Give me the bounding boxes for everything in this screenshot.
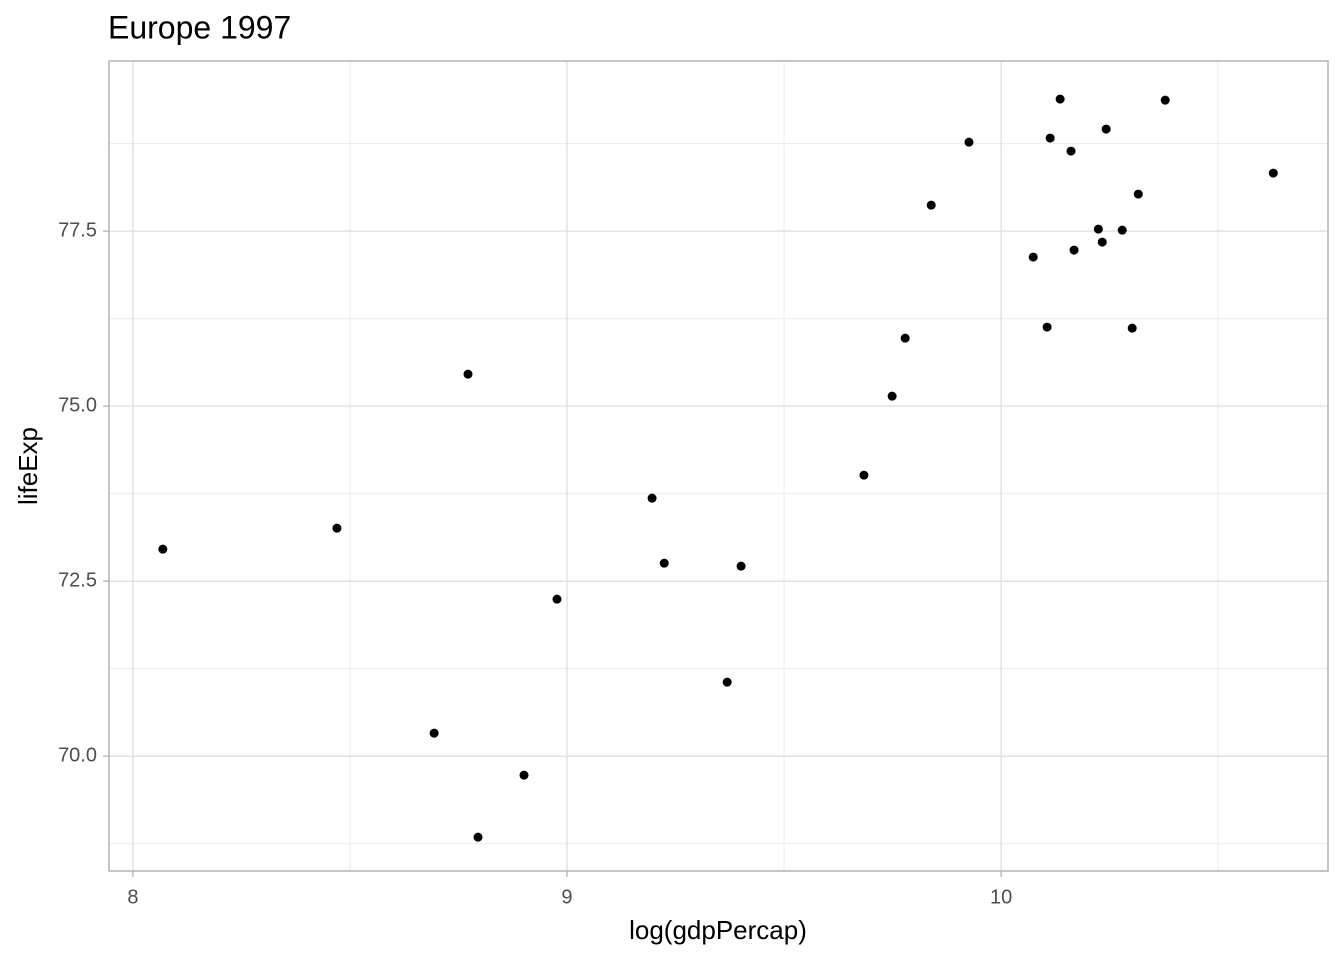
point [1133, 189, 1143, 199]
point [926, 200, 936, 210]
y-tick-label: 75.0 [58, 394, 97, 416]
point [552, 594, 562, 604]
x-axis-title: log(gdpPercap) [629, 915, 807, 945]
point [1268, 168, 1278, 178]
point [1097, 237, 1107, 247]
point [1069, 245, 1079, 255]
point [332, 523, 342, 533]
point [859, 470, 869, 480]
y-tick-label: 77.5 [58, 219, 97, 241]
point [1055, 94, 1065, 104]
point [1066, 146, 1076, 156]
y-axis-title: lifeExp [13, 427, 43, 505]
point [964, 137, 974, 147]
point [736, 561, 746, 571]
panel-border [108, 60, 1329, 872]
point [1117, 225, 1127, 235]
point [887, 391, 897, 401]
point [1028, 252, 1038, 262]
point [429, 728, 439, 738]
point [1045, 133, 1055, 143]
x-tick-label: 8 [127, 886, 138, 908]
point [1042, 322, 1052, 332]
x-tick-label: 10 [990, 886, 1012, 908]
point [1093, 224, 1103, 234]
point [1127, 323, 1137, 333]
x-tick-label: 9 [561, 886, 572, 908]
point [463, 369, 473, 379]
point [647, 493, 657, 503]
point [158, 544, 168, 554]
point [1101, 124, 1111, 134]
point [1160, 95, 1170, 105]
point [519, 770, 529, 780]
y-tick-label: 70.0 [58, 744, 97, 766]
point [722, 677, 732, 687]
y-tick-label: 72.5 [58, 569, 97, 591]
chart-title: Europe 1997 [108, 9, 291, 45]
point [659, 558, 669, 568]
point [473, 832, 483, 842]
point [900, 333, 910, 343]
